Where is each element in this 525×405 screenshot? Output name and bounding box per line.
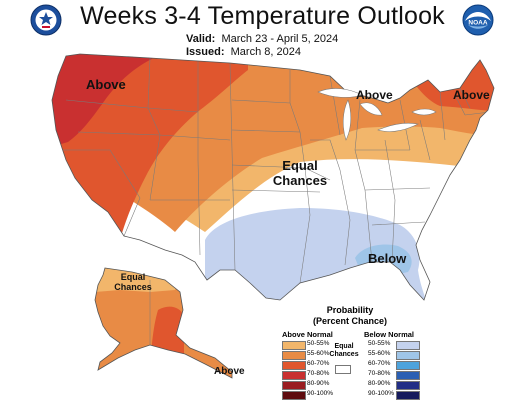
legend-equal-line2: Chances <box>329 351 359 358</box>
label-above-northeast: Above <box>453 88 490 102</box>
legend-title: Probability (Percent Chance) <box>300 305 400 327</box>
legend-below-swatch <box>396 381 420 390</box>
issued-value: March 8, 2024 <box>230 46 301 58</box>
legend-equal-line1: Equal <box>334 343 354 350</box>
issued-label: Issued: <box>186 46 225 58</box>
legend-above-label: 80-90% <box>307 380 330 387</box>
legend-above-swatch <box>282 351 306 360</box>
legend-above-label: 50-55% <box>307 340 330 347</box>
date-block: Valid: March 23 - April 5, 2024 Issued: … <box>186 33 338 59</box>
legend-equal-header: Equal Chances <box>327 343 361 359</box>
label-alaska-equal: Equal Chances <box>108 272 158 292</box>
valid-label: Valid: <box>186 33 216 45</box>
legend-above-header: Above Normal <box>282 330 333 339</box>
legend-above-label: 90-100% <box>307 390 334 397</box>
alaska-outline <box>94 267 233 379</box>
noaa-logo-icon: NOAA <box>462 4 494 36</box>
legend-below-label: 50-55% <box>368 340 391 347</box>
legend-above-label: 55-60% <box>307 350 330 357</box>
label-above-northwest: Above <box>86 77 126 92</box>
legend-below-label: 80-90% <box>368 380 391 387</box>
label-ak-equal-line2: Chances <box>114 282 152 292</box>
legend-above-swatch <box>282 371 306 380</box>
legend-above-swatch <box>282 341 306 350</box>
legend-below-swatch <box>396 351 420 360</box>
label-above-midwest: Above <box>356 88 393 102</box>
legend-below-header: Below Normal <box>364 330 415 339</box>
great-lakes <box>317 88 437 141</box>
legend-above-label: 70-80% <box>307 370 330 377</box>
legend-below-label: 90-100% <box>368 390 395 397</box>
issued-line: Issued: March 8, 2024 <box>186 46 338 59</box>
label-alaska-above: Above <box>214 366 245 377</box>
legend-below-label: 70-80% <box>368 370 391 377</box>
valid-value: March 23 - April 5, 2024 <box>221 33 339 45</box>
legend-below-swatch <box>396 371 420 380</box>
state-boundaries <box>62 57 491 284</box>
noaa-logo-text: NOAA <box>468 20 487 27</box>
legend-above-swatch <box>282 381 306 390</box>
legend-above-swatch <box>282 391 306 400</box>
legend-below-label: 60-70% <box>368 360 391 367</box>
label-below-southeast: Below <box>368 251 407 266</box>
conus-outline <box>51 53 495 301</box>
legend-below-swatch <box>396 391 420 400</box>
legend-below-swatch <box>396 361 420 370</box>
label-ak-equal-line1: Equal <box>120 272 146 282</box>
legend-above-label: 60-70% <box>307 360 330 367</box>
legend-below-label: 55-60% <box>368 350 391 357</box>
legend-title-line2: (Percent Chance) <box>312 316 388 326</box>
legend-above-swatch <box>282 361 306 370</box>
valid-line: Valid: March 23 - April 5, 2024 <box>186 33 338 46</box>
label-equal-chances: Equal Chances <box>270 158 330 188</box>
legend-below-swatch <box>396 341 420 350</box>
page-title: Weeks 3-4 Temperature Outlook <box>80 2 445 30</box>
label-equal-line1: Equal <box>282 158 318 173</box>
legend-title-line1: Probability <box>326 305 374 315</box>
label-equal-line2: Chances <box>272 173 328 188</box>
doc-seal-icon <box>30 4 62 36</box>
legend-equal-swatch <box>335 365 351 374</box>
